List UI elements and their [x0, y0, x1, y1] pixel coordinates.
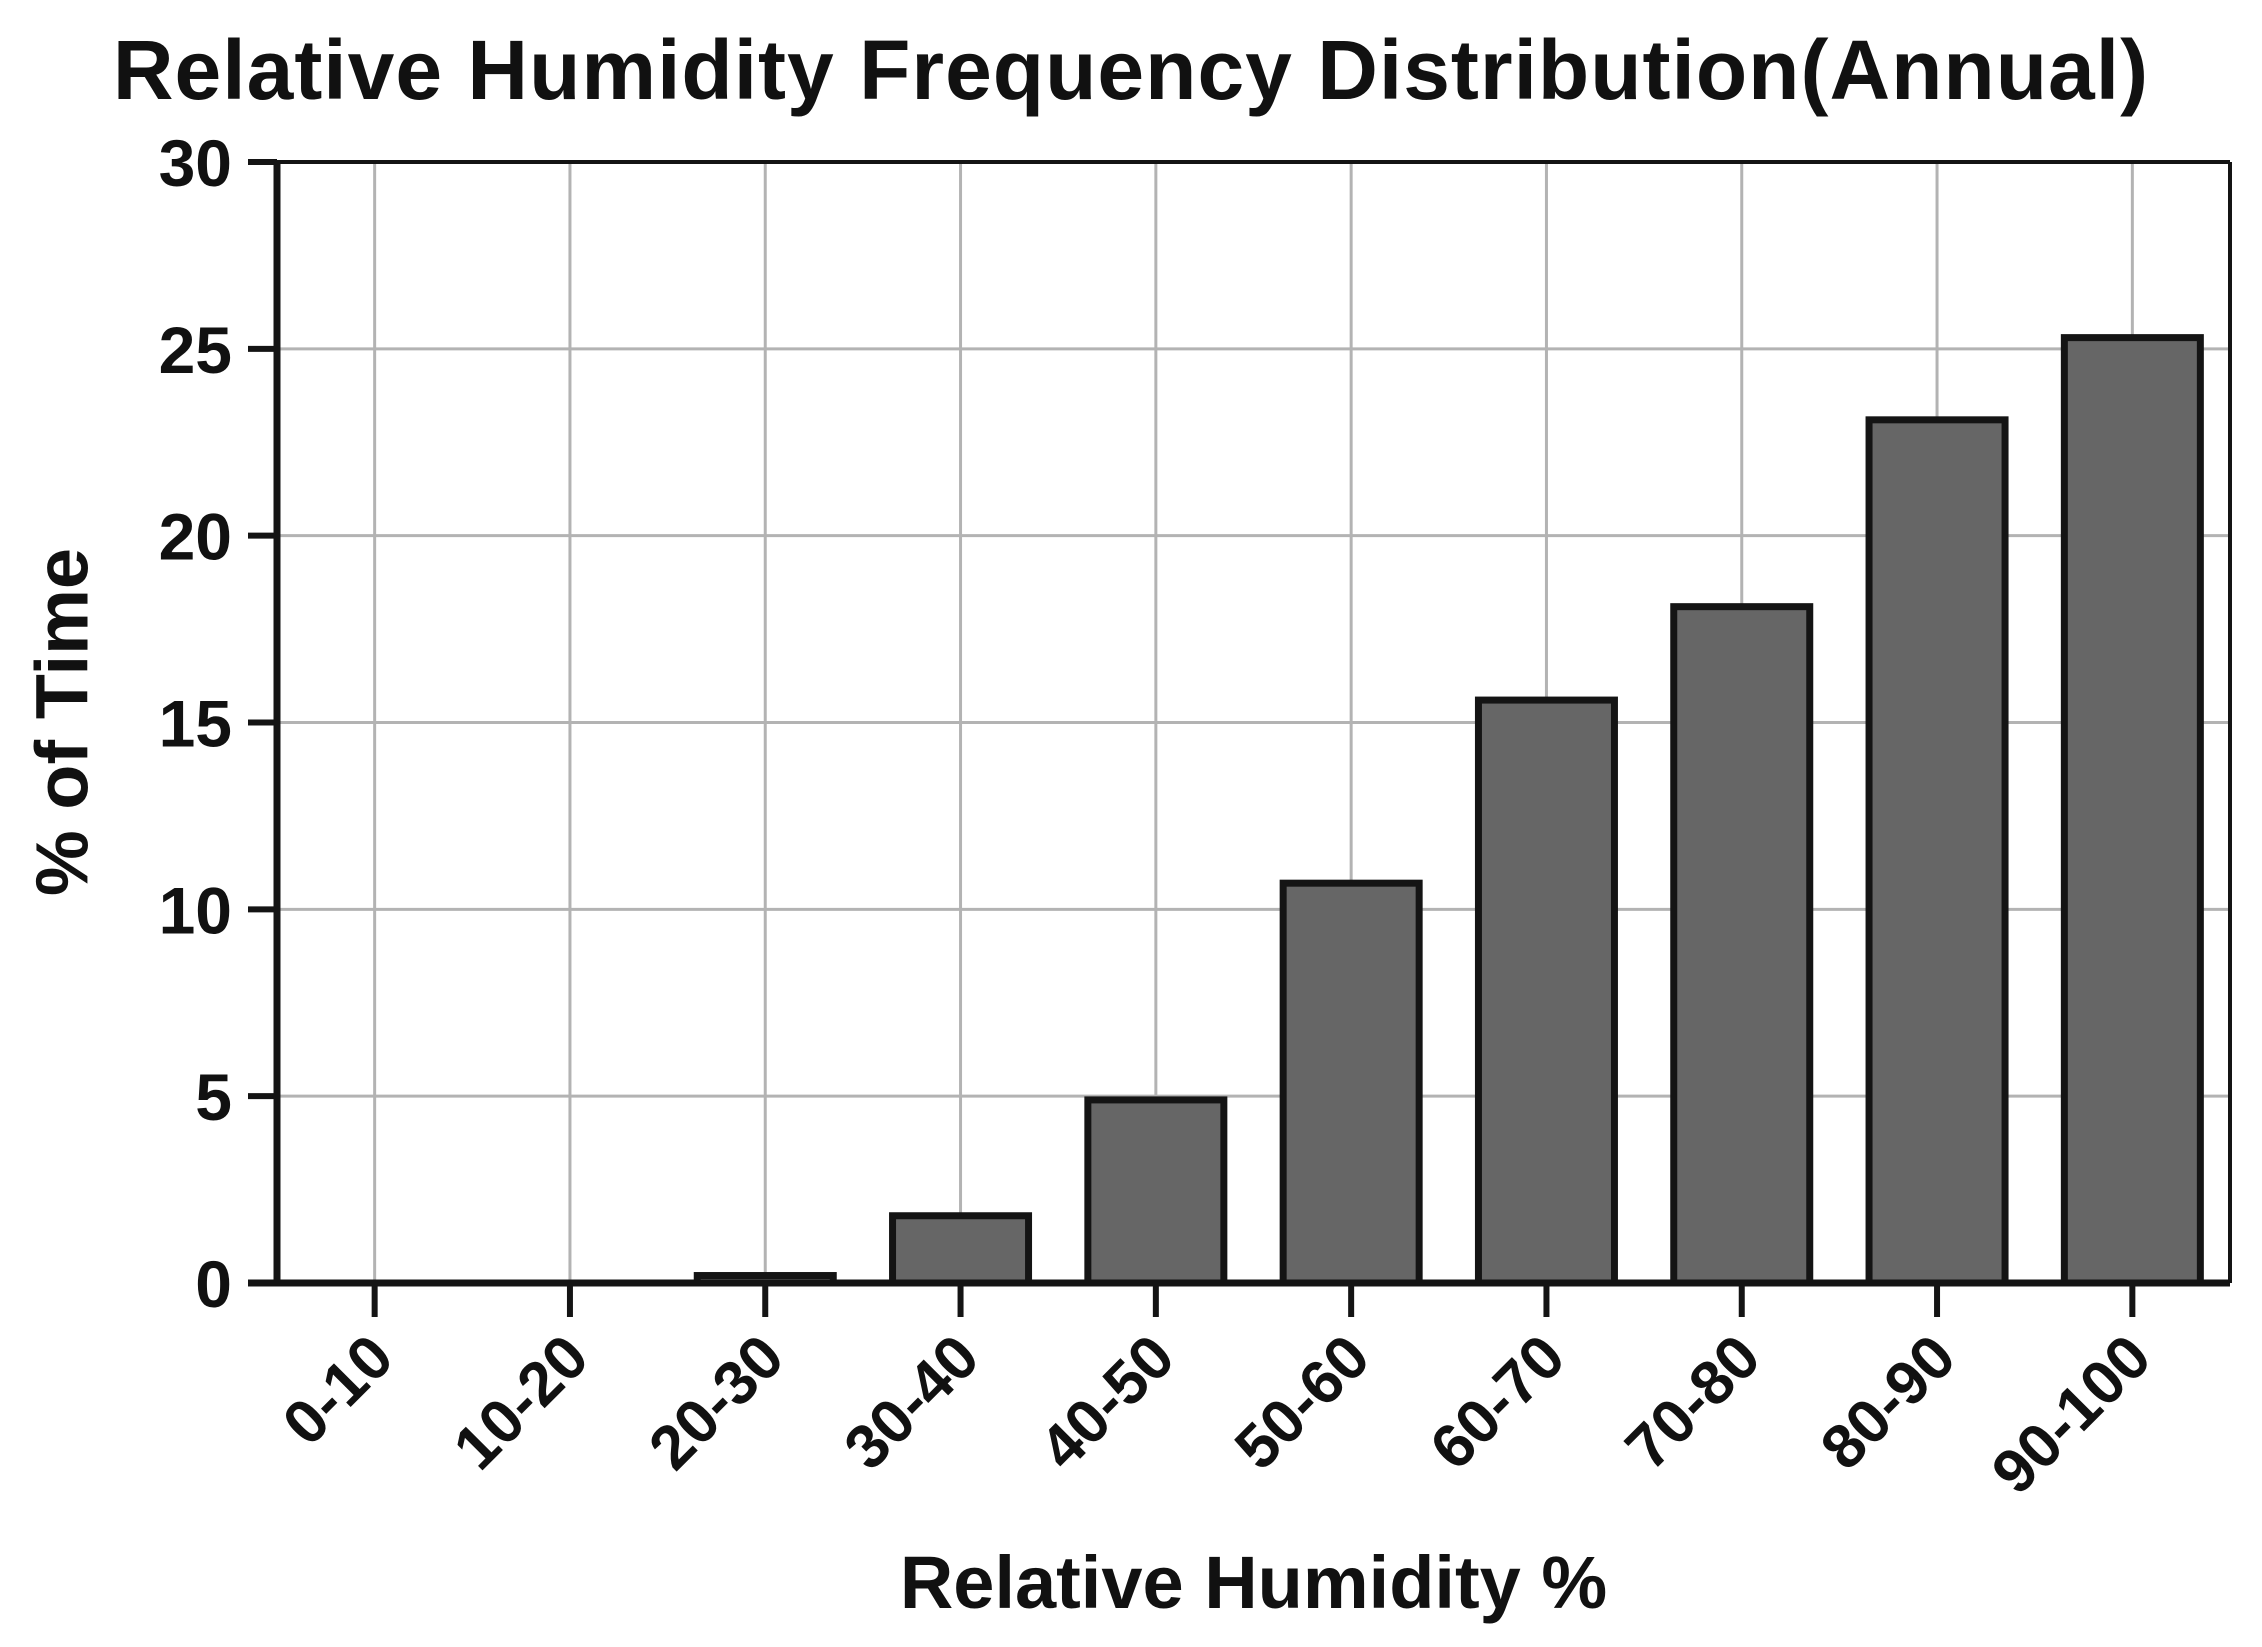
bar-80-90	[1865, 416, 2009, 1287]
x-tick-label: 90-100	[1979, 1322, 2164, 1507]
x-tick-label: 40-50	[1027, 1322, 1188, 1483]
bar-90-100	[2060, 334, 2204, 1287]
x-tick-label: 0-10	[270, 1322, 407, 1459]
y-tick-label: 5	[195, 1060, 232, 1134]
y-tick-label: 15	[159, 687, 232, 761]
x-axis-title: Relative Humidity %	[899, 1541, 1608, 1624]
y-tick-label: 0	[195, 1247, 232, 1321]
x-tick-label: 70-80	[1613, 1322, 1774, 1483]
x-tick-label: 30-40	[832, 1322, 993, 1483]
bar-60-70	[1474, 696, 1618, 1287]
y-tick-label: 10	[159, 873, 232, 947]
x-tick-label: 20-30	[636, 1322, 797, 1483]
x-tick-label: 50-60	[1222, 1322, 1383, 1483]
y-tick-label: 20	[159, 500, 232, 574]
chart-title: Relative Humidity Frequency Distribution…	[112, 23, 2150, 117]
bar-50-60	[1279, 879, 1423, 1287]
x-tick-label: 80-90	[1808, 1322, 1969, 1483]
x-tick-label: 60-70	[1417, 1322, 1578, 1483]
y-tick-label: 25	[159, 313, 232, 387]
bar-40-50	[1084, 1096, 1228, 1287]
bar-70-80	[1670, 603, 1814, 1287]
x-tick-label: 10-20	[441, 1322, 602, 1483]
y-axis-title: % of Time	[20, 547, 104, 897]
bar-30-40	[889, 1212, 1033, 1287]
y-tick-label: 30	[159, 126, 232, 200]
